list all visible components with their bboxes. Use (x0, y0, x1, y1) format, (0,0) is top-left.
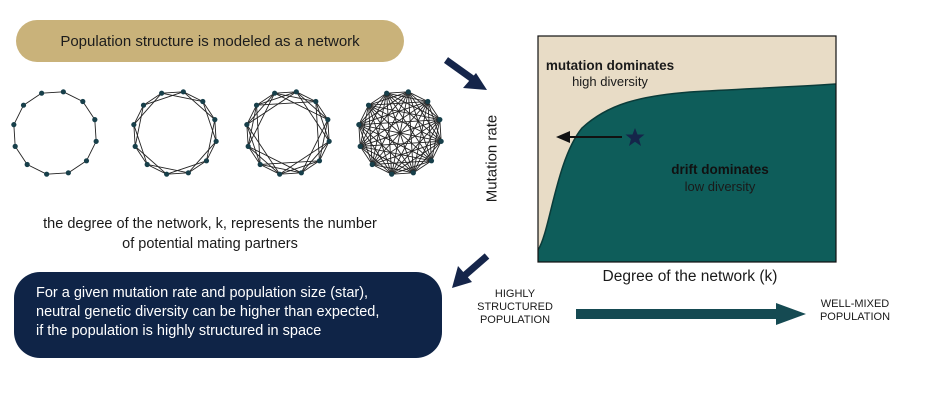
network-node (293, 89, 299, 95)
highly-structured-label: HIGHLY STRUCTURED POPULATION (470, 288, 560, 327)
star-icon (625, 128, 645, 146)
network-node (356, 122, 362, 128)
network-node (410, 170, 416, 176)
network-node (272, 90, 278, 96)
y-axis-label: Mutation rate (483, 114, 501, 203)
network-node (180, 89, 186, 95)
upper-region-title: mutation dominates (546, 58, 674, 73)
well-mixed-label: WELL-MIXED POPULATION (800, 298, 910, 324)
network-node (277, 171, 283, 177)
network-node (245, 143, 251, 149)
network-node (389, 171, 395, 177)
conclusion-line-3: if the population is highly structured i… (36, 323, 322, 339)
network-node (65, 170, 71, 176)
network-node (437, 117, 443, 123)
network-node (257, 161, 263, 168)
network-node (369, 161, 375, 168)
upper-region-sub: high diversity (572, 74, 648, 89)
network-node (11, 122, 17, 128)
network-node (60, 89, 66, 95)
network-node (12, 143, 18, 149)
arrow-to-plot (443, 57, 487, 90)
structured-line-3: POPULATION (479, 314, 551, 326)
network-node (213, 138, 219, 144)
network-node (357, 143, 363, 149)
network-node (159, 90, 165, 96)
lower-region-sub: low diversity (685, 179, 756, 194)
lower-region-title: drift dominates (671, 162, 769, 177)
degree-line-1: the degree of the network, k, represents… (43, 216, 377, 232)
conclusion-pill: For a given mutation rate and population… (14, 272, 442, 358)
network-node (438, 138, 444, 144)
boundary-curve (537, 83, 837, 251)
network-node (24, 161, 30, 168)
header-label: Population structure is modeled as a net… (60, 32, 360, 50)
network-node (244, 122, 250, 128)
network-node (428, 158, 435, 164)
shift-arrow-head (556, 131, 570, 143)
network-node (144, 161, 150, 168)
network-node (325, 117, 331, 123)
network-node (164, 171, 170, 177)
network-node (405, 89, 411, 95)
network-node (44, 171, 50, 177)
conclusion-line-2: neutral genetic diversity can be higher … (36, 304, 380, 320)
network-rings (11, 89, 444, 177)
x-axis-label: Degree of the network (k) (602, 268, 778, 285)
phase-plot: mutation dominates high diversity drift … (537, 35, 837, 263)
network-k-2 (11, 89, 99, 177)
network-node (80, 98, 86, 105)
network-node (326, 138, 332, 144)
network-k-6 (244, 89, 332, 177)
lower-region (538, 84, 836, 262)
structured-line-2: STRUCTURED (477, 301, 553, 313)
network-node (92, 117, 98, 123)
network-node (140, 102, 147, 108)
conclusion-line-1: For a given mutation rate and population… (36, 285, 369, 301)
network-node (313, 98, 319, 105)
network-node (132, 143, 138, 149)
network-node (20, 102, 27, 108)
network-node (131, 122, 137, 128)
arrow-to-conclusion (452, 253, 490, 288)
mixed-line-1: WELL-MIXED (820, 298, 890, 310)
structure-gradient-arrow (576, 303, 806, 325)
degree-line-2: of potential mating partners (122, 236, 298, 252)
network-node (200, 98, 206, 105)
network-node (298, 170, 304, 176)
network-node (83, 158, 90, 164)
plot-frame (537, 35, 837, 263)
network-node (384, 90, 390, 96)
mixed-line-2: POPULATION (819, 311, 891, 323)
network-node (365, 102, 372, 108)
network-node (39, 90, 45, 96)
network-node (316, 158, 323, 164)
network-k-4 (131, 89, 219, 177)
network-node (253, 102, 260, 108)
header-pill: Population structure is modeled as a net… (16, 20, 404, 62)
network-node (185, 170, 191, 176)
network-node (93, 138, 99, 144)
degree-description: the degree of the network, k, represents… (0, 214, 420, 254)
network-node (212, 117, 218, 123)
network-node (425, 98, 431, 105)
structured-line-1: HIGHLY (494, 288, 536, 300)
network-node (203, 158, 210, 164)
network-k-11 (356, 89, 444, 177)
